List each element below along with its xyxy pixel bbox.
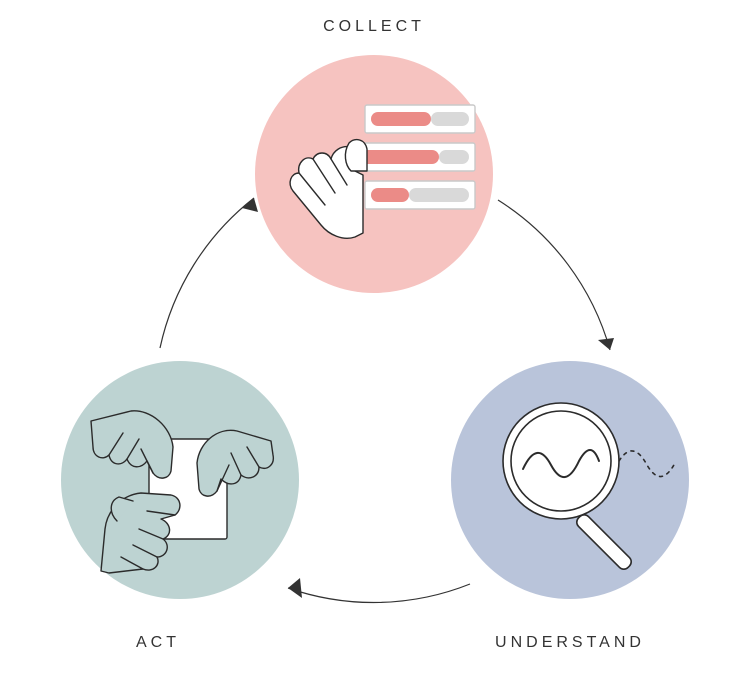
magnifying-glass-icon	[451, 361, 689, 599]
label-understand: UNDERSTAND	[495, 634, 645, 652]
label-collect: COLLECT	[323, 18, 425, 36]
label-act: ACT	[136, 634, 180, 652]
node-collect	[255, 55, 493, 293]
cycle-diagram: COLLECT UNDERSTAND	[0, 0, 750, 677]
hands-sharing-paper-icon	[61, 361, 299, 599]
node-understand	[451, 361, 689, 599]
hand-with-cards-icon	[255, 55, 493, 293]
node-act	[61, 361, 299, 599]
